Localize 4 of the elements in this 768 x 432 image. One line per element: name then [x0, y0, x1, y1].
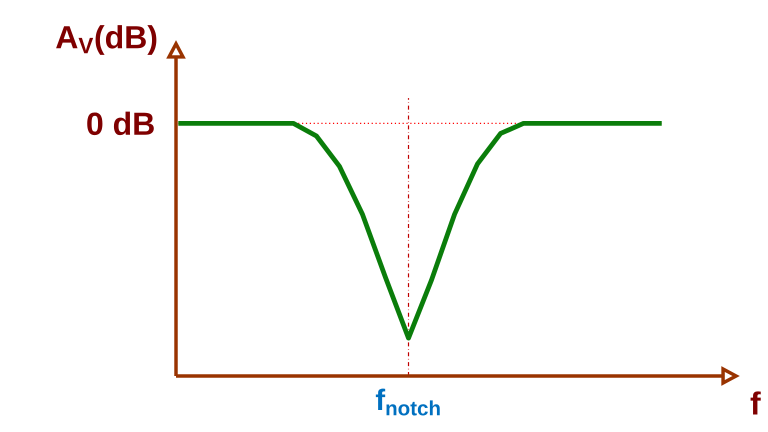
y-axis-title: A$_{V}$(dB): [56, 25, 156, 55]
ref-line-label: 0 dB: [87, 112, 154, 136]
x-axis-title: f: [750, 391, 761, 415]
annotation: f$_{notch}$: [376, 388, 440, 416]
